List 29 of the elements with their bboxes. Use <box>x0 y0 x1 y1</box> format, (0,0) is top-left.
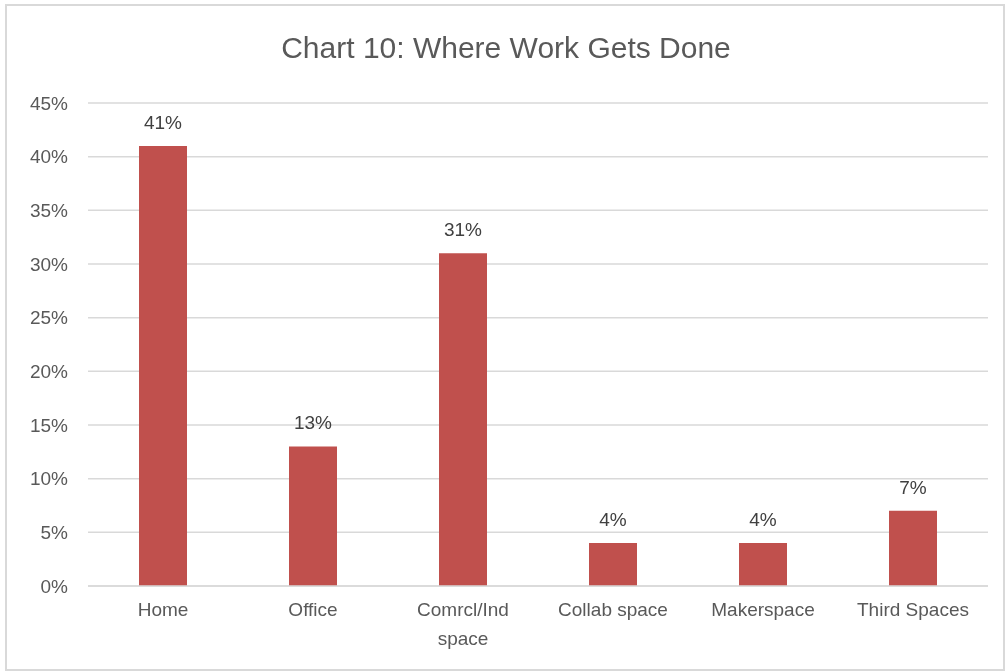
y-tick-label: 30% <box>29 253 69 275</box>
data-label: 4% <box>749 509 777 531</box>
y-tick-label: 25% <box>29 307 69 329</box>
x-tick-label: Makerspace <box>711 599 815 620</box>
bar <box>739 543 787 586</box>
x-tick-label: Comrcl/Ind space <box>417 599 509 649</box>
y-tick-label: 45% <box>29 92 69 114</box>
chart-title: Chart 10: Where Work Gets Done <box>280 31 732 65</box>
y-tick-label: 0% <box>40 575 69 597</box>
x-tick-label: Office <box>288 599 338 620</box>
data-label: 13% <box>293 412 333 434</box>
data-label: 7% <box>899 476 927 498</box>
y-tick-label: 5% <box>40 522 69 544</box>
bar <box>889 510 937 586</box>
data-label: 41% <box>143 111 183 133</box>
bar <box>139 145 187 586</box>
x-tick-label: Collab space <box>558 599 668 620</box>
bar <box>439 253 487 586</box>
bar <box>289 446 337 586</box>
y-tick-label: 20% <box>29 361 69 383</box>
x-tick-label: Home <box>137 599 189 620</box>
data-label: 31% <box>443 219 483 241</box>
x-tick-label: Third Spaces <box>857 599 969 620</box>
y-tick-label: 15% <box>29 414 69 436</box>
y-tick-label: 40% <box>29 146 69 168</box>
y-tick-label: 10% <box>29 468 69 490</box>
y-tick-label: 35% <box>29 200 69 222</box>
data-label: 4% <box>599 509 627 531</box>
bar <box>589 543 637 586</box>
